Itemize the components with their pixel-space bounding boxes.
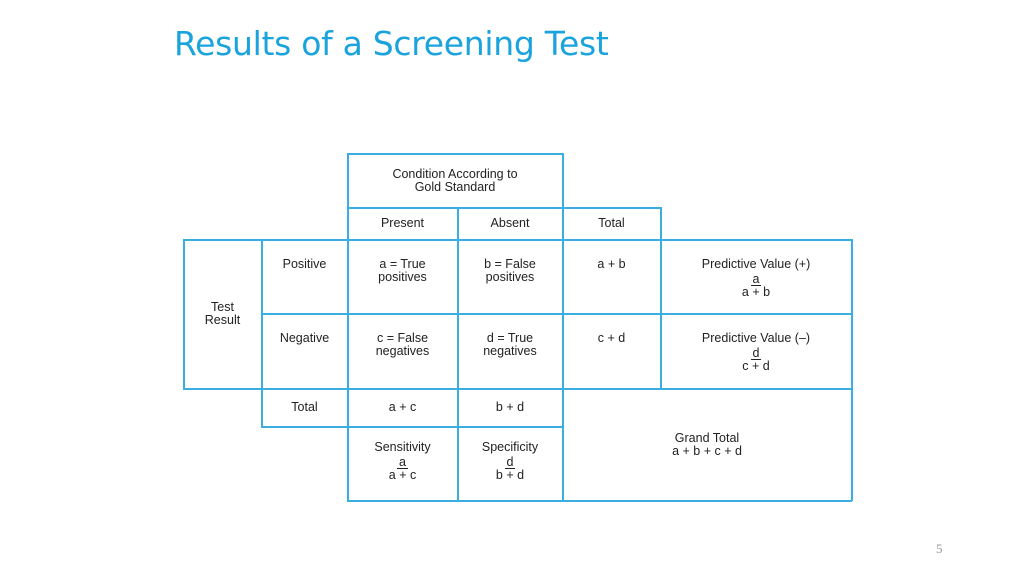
cell-b-text: b = False positives [484, 257, 536, 284]
npv-numerator: d [750, 346, 762, 360]
cell-total-positive: a + b [597, 257, 626, 271]
npv-fraction: d c + d [742, 347, 769, 373]
col-header-absent: Absent [490, 216, 530, 230]
cell-total-absent: b + d [495, 400, 525, 414]
row-group-test-result: Test Result [184, 240, 261, 388]
ppv-label: Predictive Value (+) [701, 257, 811, 271]
cell-total-present: a + c [388, 400, 417, 414]
row-group-text: Test Result [204, 300, 241, 327]
grid-line [183, 239, 185, 389]
cell-a-text: a = True positives [378, 257, 427, 284]
page-number: 5 [936, 541, 943, 556]
sensitivity-denominator: a + c [388, 468, 417, 482]
cell-c-text: c = False negatives [375, 331, 430, 358]
cell-ppv: Predictive Value (+) a a + b [661, 240, 851, 313]
ppv-denominator: a + b [741, 285, 771, 299]
cell-true-negatives: d = True negatives [458, 314, 562, 388]
grid-line [347, 153, 563, 155]
cell-grand-total: Grand Total a + b + c + d [563, 389, 851, 500]
sensitivity-label: Sensitivity [374, 440, 431, 454]
cell-false-negatives: c = False negatives [348, 314, 457, 388]
grid-line [457, 207, 459, 501]
cell-npv: Predictive Value (–) d c + d [661, 314, 851, 388]
specificity-numerator: d [504, 455, 516, 469]
row-header-total: Total [291, 400, 318, 414]
ppv-numerator: a [750, 272, 762, 286]
cell-false-positives: b = False positives [458, 240, 562, 313]
cell-specificity: Specificity d b + d [458, 427, 562, 500]
grid-line [562, 153, 564, 501]
grid-line [347, 153, 349, 501]
grid-line [261, 426, 563, 428]
grid-line [347, 207, 661, 209]
condition-header: Condition According to Gold Standard [348, 154, 562, 207]
grid-line [660, 207, 662, 389]
col-header-present: Present [380, 216, 425, 230]
grid-line [261, 313, 852, 315]
npv-label: Predictive Value (–) [701, 331, 811, 345]
cell-true-positives: a = True positives [348, 240, 457, 313]
grid-line [851, 239, 853, 501]
grid-line [261, 239, 263, 427]
condition-header-text: Condition According to Gold Standard [392, 166, 518, 194]
slide-title: Results of a Screening Test [174, 24, 609, 63]
cell-d-text: d = True negatives [483, 331, 537, 358]
npv-denominator: c + d [742, 359, 770, 373]
grid-line [183, 239, 852, 241]
cell-sensitivity: Sensitivity a a + c [348, 427, 457, 500]
col-header-total: Total [598, 216, 625, 230]
ppv-fraction: a a + b [742, 273, 770, 299]
grand-total-formula: a + b + c + d [672, 443, 742, 458]
sensitivity-numerator: a [397, 455, 408, 469]
row-header-positive: Positive [282, 257, 327, 271]
grand-total-label: Grand Total [674, 430, 740, 445]
row-header-negative: Negative [279, 331, 330, 345]
cell-total-negative: c + d [597, 331, 626, 345]
specificity-fraction: d b + d [496, 456, 524, 482]
grid-line [347, 500, 852, 502]
specificity-denominator: b + d [495, 468, 525, 482]
specificity-label: Specificity [481, 440, 539, 454]
grid-line [183, 388, 852, 390]
sensitivity-fraction: a a + c [389, 456, 416, 482]
